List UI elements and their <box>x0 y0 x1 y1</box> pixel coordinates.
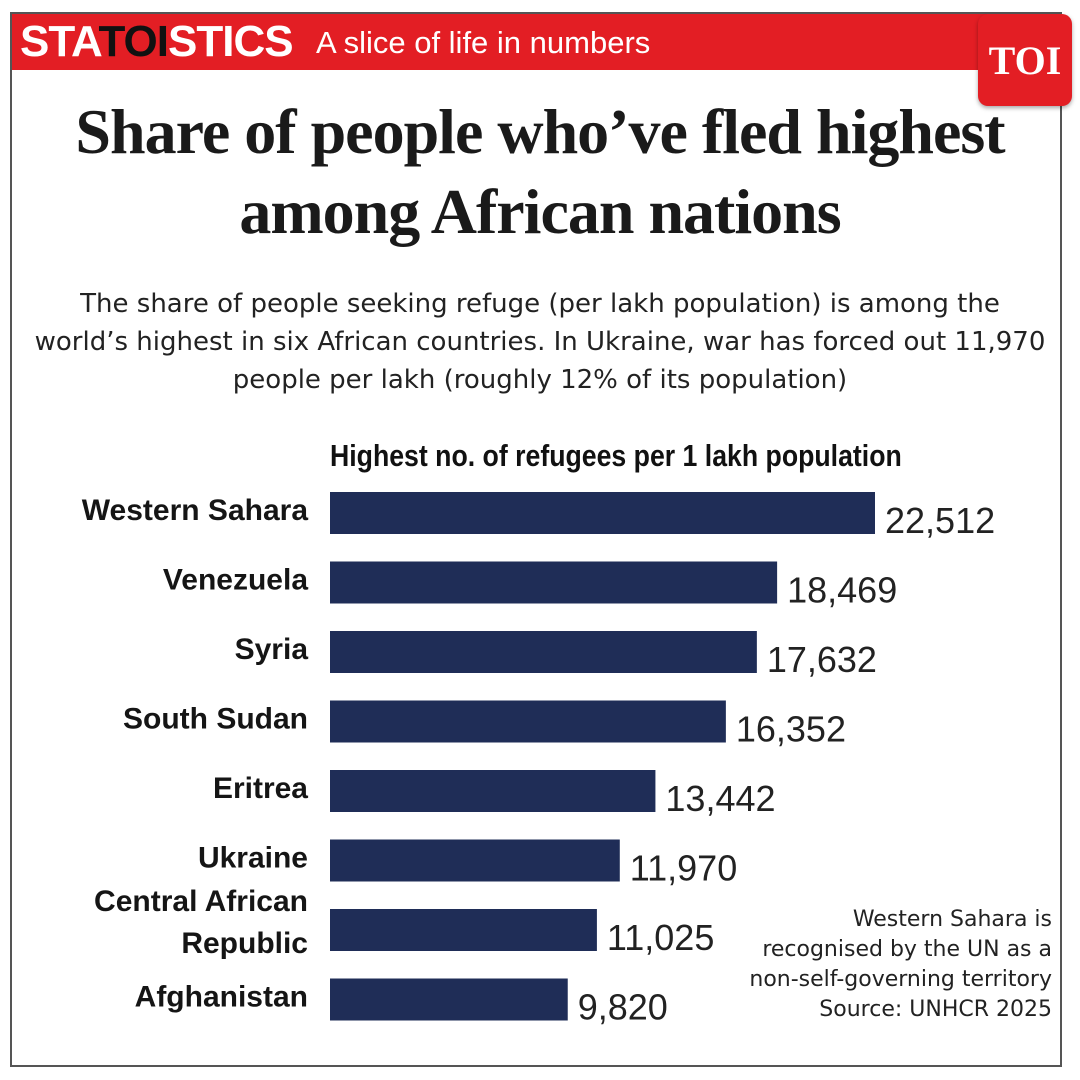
brand-mid: TOI <box>98 17 169 66</box>
source-note: Source: UNHCR 2025 <box>819 997 1052 1022</box>
bar <box>330 839 620 882</box>
value-label: 9,820 <box>578 987 668 1028</box>
bar <box>330 492 875 534</box>
category-label: Ukraine <box>198 842 308 875</box>
value-label: 11,025 <box>607 917 714 958</box>
value-label: 13,442 <box>665 778 775 819</box>
value-label: 11,970 <box>630 848 737 889</box>
value-label: 16,352 <box>736 709 846 750</box>
value-label: 17,632 <box>767 639 877 680</box>
graphic-frame <box>10 12 1062 1067</box>
value-label: 18,469 <box>787 570 897 611</box>
tagline: A slice of life in numbers <box>316 25 651 60</box>
brand-wordmark: STATOISTICS <box>20 14 294 70</box>
category-label: Syria <box>235 633 309 666</box>
toi-logo: TOI <box>978 14 1072 106</box>
category-label: Afghanistan <box>135 981 308 1014</box>
bar <box>330 561 778 604</box>
category-label: South Sudan <box>123 703 308 736</box>
footnote: Western Sahara is recognised by the UN a… <box>749 905 1052 1025</box>
footnote-line-2: recognised by the UN as a <box>762 937 1052 962</box>
bar <box>330 978 568 1021</box>
category-label: Central African Republic <box>94 885 308 960</box>
category-label: Western Sahara <box>82 494 309 527</box>
brand-right: STICS <box>168 17 294 66</box>
bar <box>330 770 656 812</box>
chart-title: Highest no. of refugees per 1 lakh popul… <box>330 438 902 473</box>
headline: Share of people who’ve fled highest amon… <box>75 96 1005 247</box>
footnote-line-1: Western Sahara is <box>852 907 1052 932</box>
brand-left: STA <box>20 17 99 66</box>
footnote-line-3: non-self-governing territory <box>749 967 1052 992</box>
category-label: Eritrea <box>213 772 308 805</box>
bar <box>330 700 726 743</box>
header-banner <box>12 14 1062 70</box>
dek: The share of people seeking refuge (per … <box>34 289 1046 395</box>
bar <box>330 909 597 951</box>
category-label: Venezuela <box>163 564 308 597</box>
bar <box>330 631 757 673</box>
value-label: 22,512 <box>885 500 995 541</box>
